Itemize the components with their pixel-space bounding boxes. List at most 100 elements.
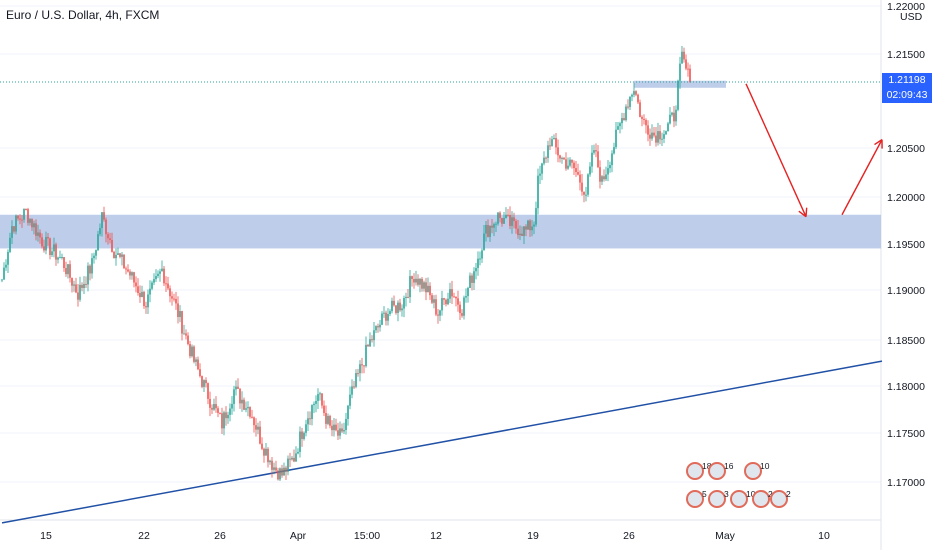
- candle-body: [641, 116, 643, 119]
- candle-body: [375, 326, 377, 331]
- candle-body: [291, 457, 293, 460]
- candle-body: [61, 257, 63, 259]
- candle-body: [33, 223, 35, 228]
- candle-body: [85, 283, 87, 285]
- candle-body: [53, 244, 55, 252]
- event-badge[interactable]: 102: [730, 489, 760, 508]
- candle-body: [373, 330, 375, 341]
- candle-body: [233, 389, 235, 404]
- candle-body: [5, 264, 7, 268]
- candle-body: [655, 135, 657, 143]
- candle-body: [423, 282, 425, 289]
- candle-body: [621, 118, 623, 124]
- candle-body: [459, 304, 461, 314]
- candle-body: [245, 408, 247, 410]
- x-tick-label: 15:00: [354, 530, 380, 542]
- candle-body: [327, 415, 329, 424]
- event-badge[interactable]: 5: [686, 489, 707, 508]
- candle-body: [27, 209, 29, 223]
- candle-body: [429, 285, 431, 296]
- candle-body: [83, 283, 85, 289]
- candle-body: [575, 168, 577, 173]
- candle-body: [359, 364, 361, 374]
- candle-body: [545, 157, 547, 159]
- candle-body: [509, 214, 511, 226]
- candle-body: [505, 214, 507, 219]
- candle-body: [533, 224, 535, 227]
- candle-body: [261, 443, 263, 449]
- candle-body: [605, 174, 607, 180]
- event-badge[interactable]: 2: [752, 489, 773, 508]
- candle-body: [481, 250, 483, 259]
- x-tick-label: May: [715, 530, 736, 542]
- candle-body: [253, 417, 255, 426]
- candle-body: [19, 218, 21, 220]
- candle-body: [595, 150, 597, 152]
- candle-body: [213, 404, 215, 410]
- candle-body: [627, 106, 629, 108]
- candle-body: [301, 431, 303, 439]
- candle-body: [381, 313, 383, 325]
- event-badge-count: 18: [702, 461, 712, 471]
- candle-body: [273, 467, 275, 470]
- event-badge[interactable]: 18: [686, 461, 711, 480]
- candle-body: [383, 312, 385, 314]
- candle-body: [99, 227, 101, 235]
- candle-body: [471, 275, 473, 283]
- candle-body: [407, 296, 409, 298]
- candle-body: [219, 412, 221, 414]
- candle-body: [191, 346, 193, 357]
- candle-body: [647, 125, 649, 135]
- candle-body: [227, 414, 229, 419]
- candle-body: [43, 246, 45, 251]
- candle-body: [553, 138, 555, 140]
- candle-body: [177, 303, 179, 318]
- candle-body: [609, 165, 611, 169]
- candle-body: [613, 147, 615, 154]
- candle-body: [635, 91, 637, 95]
- candle-body: [497, 212, 499, 224]
- y-tick-label: 1.19500: [887, 239, 925, 251]
- candle-body: [335, 424, 337, 431]
- arrow-head: [874, 139, 883, 146]
- economic-events[interactable]: 1816105310222: [686, 461, 796, 518]
- event-badge[interactable]: 3: [708, 489, 729, 508]
- candle-body: [637, 94, 639, 103]
- candle-body: [357, 373, 359, 375]
- candle-body: [243, 399, 245, 410]
- candle-body: [437, 314, 439, 316]
- candle-body: [107, 234, 109, 239]
- candle-body: [311, 405, 313, 420]
- candle-body: [173, 298, 175, 300]
- candle-body: [129, 271, 131, 276]
- candle-body: [419, 278, 421, 285]
- x-tick-label: 10: [818, 530, 830, 542]
- candle-body: [269, 460, 271, 463]
- candle-body: [377, 326, 379, 328]
- candle-body: [259, 426, 261, 444]
- candle-body: [353, 386, 355, 388]
- candle-body: [577, 172, 579, 175]
- event-badge[interactable]: 10: [744, 461, 769, 480]
- candle-body: [37, 232, 39, 236]
- candle-body: [385, 312, 387, 321]
- candle-body: [333, 424, 335, 431]
- candle-body: [367, 344, 369, 347]
- candle-body: [111, 239, 113, 252]
- event-badge[interactable]: 2: [770, 489, 791, 508]
- candle-body: [41, 237, 43, 247]
- candle-body: [445, 299, 447, 305]
- candle-body: [149, 288, 151, 295]
- event-badge[interactable]: 16: [708, 461, 733, 480]
- candle-body: [467, 287, 469, 297]
- candle-body: [247, 407, 249, 409]
- candle-body: [441, 298, 443, 311]
- current-price-label: 1.21198 02:09:43: [882, 73, 932, 103]
- candle-body: [689, 68, 691, 82]
- candle-body: [515, 221, 517, 229]
- candle-body: [591, 152, 593, 167]
- candle-body: [677, 80, 679, 110]
- candle-body: [121, 254, 123, 257]
- candle-body: [387, 314, 389, 321]
